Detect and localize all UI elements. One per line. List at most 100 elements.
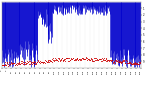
Point xyxy=(60,58,63,59)
Point xyxy=(12,62,15,63)
Point xyxy=(69,58,72,59)
Point xyxy=(85,57,88,59)
Point xyxy=(116,59,119,61)
Point xyxy=(68,60,71,61)
Point xyxy=(5,64,8,66)
Point xyxy=(61,60,64,61)
Point xyxy=(13,62,16,64)
Point xyxy=(120,61,123,63)
Point xyxy=(67,61,70,62)
Point xyxy=(50,61,52,62)
Point xyxy=(52,60,54,61)
Point xyxy=(90,58,93,60)
Point xyxy=(51,58,54,60)
Point xyxy=(80,57,83,59)
Point xyxy=(134,63,136,65)
Point xyxy=(79,59,82,60)
Point xyxy=(111,59,113,61)
Point xyxy=(85,57,88,59)
Point xyxy=(82,59,84,60)
Point xyxy=(14,64,16,65)
Point xyxy=(104,59,106,60)
Point xyxy=(66,58,68,59)
Point xyxy=(92,60,95,61)
Point xyxy=(112,60,115,62)
Point xyxy=(94,58,96,59)
Point xyxy=(22,61,25,62)
Point xyxy=(78,59,80,60)
Point xyxy=(131,64,133,65)
Point xyxy=(129,61,132,62)
Point xyxy=(118,62,120,63)
Point xyxy=(79,59,81,60)
Point xyxy=(23,61,26,62)
Point xyxy=(68,58,70,59)
Point xyxy=(10,63,13,64)
Point xyxy=(41,63,44,64)
Point xyxy=(54,58,57,59)
Point xyxy=(11,62,14,63)
Point xyxy=(7,65,10,66)
Point xyxy=(65,58,68,59)
Point xyxy=(11,63,13,65)
Point xyxy=(43,61,45,62)
Point xyxy=(25,60,28,62)
Point xyxy=(123,60,125,62)
Point xyxy=(84,59,86,60)
Point xyxy=(18,63,20,64)
Point xyxy=(96,59,99,60)
Point xyxy=(2,64,4,66)
Point xyxy=(87,60,90,61)
Point xyxy=(72,57,74,59)
Point xyxy=(44,62,46,63)
Point xyxy=(52,59,55,60)
Point xyxy=(107,59,110,60)
Point xyxy=(8,65,11,66)
Point xyxy=(106,59,109,61)
Point xyxy=(53,59,56,61)
Point xyxy=(100,59,102,60)
Point xyxy=(28,61,31,62)
Point xyxy=(78,58,81,59)
Point xyxy=(106,60,108,61)
Point xyxy=(113,62,116,64)
Point xyxy=(26,62,28,63)
Point xyxy=(101,59,104,60)
Point xyxy=(51,61,53,62)
Point xyxy=(119,61,121,62)
Point xyxy=(55,60,58,61)
Point xyxy=(105,58,108,59)
Point xyxy=(17,61,20,62)
Point xyxy=(114,59,116,61)
Point xyxy=(3,62,6,63)
Point xyxy=(127,62,130,64)
Point xyxy=(56,60,58,61)
Point xyxy=(69,59,72,61)
Point xyxy=(91,60,93,61)
Point xyxy=(114,59,117,61)
Point xyxy=(90,58,92,60)
Point xyxy=(107,59,109,60)
Point xyxy=(21,61,23,62)
Point xyxy=(104,58,107,59)
Point xyxy=(15,62,18,63)
Point xyxy=(5,64,7,66)
Point xyxy=(64,59,67,60)
Point xyxy=(45,60,47,62)
Point xyxy=(123,59,126,61)
Point xyxy=(88,59,90,60)
Point xyxy=(32,61,35,63)
Point xyxy=(128,62,131,63)
Point xyxy=(44,60,47,62)
Point xyxy=(81,58,84,59)
Point xyxy=(1,64,4,66)
Point xyxy=(8,61,10,63)
Point xyxy=(57,60,59,62)
Point xyxy=(75,58,78,59)
Point xyxy=(30,63,32,64)
Point xyxy=(108,59,111,61)
Point xyxy=(31,64,33,65)
Point xyxy=(40,61,42,63)
Point xyxy=(119,62,122,63)
Point xyxy=(14,63,17,65)
